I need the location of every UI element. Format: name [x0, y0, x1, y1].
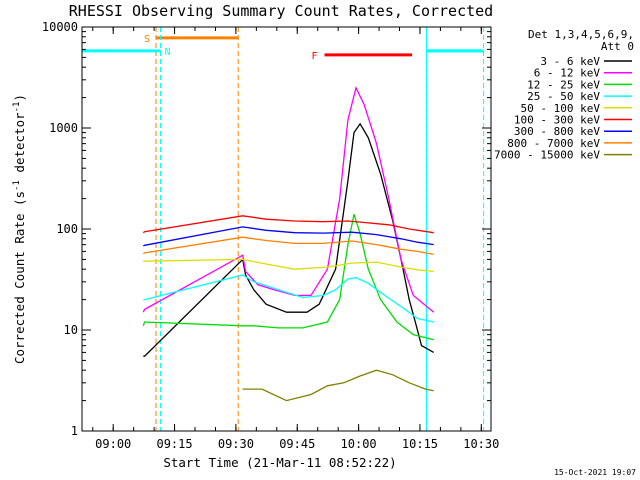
y-axis-label: Corrected Count Rate (s-1 detector-1) — [12, 94, 27, 364]
series-line-4 — [143, 258, 434, 273]
series-line-2 — [142, 214, 434, 341]
legend-entry-label: 100 - 300 keV — [514, 114, 600, 127]
plot-area: S N F — [82, 27, 485, 431]
series-line-7 — [142, 236, 434, 256]
series-line-5 — [142, 215, 434, 234]
chart-title: RHESSI Observing Summary Count Rates, Co… — [69, 2, 493, 20]
legend-entry-label: 7000 - 15000 keV — [494, 149, 600, 162]
timestamp: 15-Oct-2021 19:07 — [554, 468, 636, 477]
y-tick-label: 10000 — [42, 20, 78, 34]
y-tick-label: 100 — [56, 222, 78, 236]
series-line-6 — [143, 226, 434, 247]
flare-marker-label: F — [312, 51, 318, 62]
series-line-0 — [143, 122, 435, 357]
y-axis: 1 10 100 1000 10000 — [42, 20, 491, 438]
series-line-3 — [143, 274, 434, 323]
y-tick-label: 10 — [64, 323, 78, 337]
legend-entry-label: 800 - 7000 keV — [507, 137, 600, 150]
plot-frame — [81, 26, 492, 432]
series-line-1 — [142, 85, 435, 313]
legend-entry-label: 25 - 50 keV — [527, 90, 600, 103]
x-tick-label: 10:15 — [402, 437, 438, 451]
x-axis: 09:00 09:15 09:30 09:45 10:00 10:15 10:30 — [92, 27, 499, 451]
y-tick-label: 1 — [71, 424, 78, 438]
legend-entry-label: 50 - 100 keV — [521, 102, 601, 115]
legend-entry-label: 3 - 6 keV — [540, 55, 600, 68]
legend-header: Att 0 — [601, 40, 634, 53]
legend-entry-label: 12 - 25 keV — [527, 78, 600, 91]
x-axis-label: Start Time (21-Mar-11 08:52:22) — [163, 455, 396, 470]
orbit-marker-label: S — [144, 34, 150, 45]
x-tick-label: 09:15 — [156, 437, 192, 451]
legend-entry-label: 300 - 800 keV — [514, 125, 600, 138]
x-tick-label: 09:00 — [95, 437, 131, 451]
series-line-8 — [242, 369, 434, 402]
legend-header: Det 1,3,4,5,6,9, — [528, 28, 634, 41]
y-tick-label: 1000 — [49, 121, 78, 135]
x-tick-label: 09:45 — [279, 437, 315, 451]
orbit-marker-label: N — [165, 47, 171, 58]
legend-entry-label: 6 - 12 keV — [534, 67, 601, 80]
x-tick-label: 09:30 — [218, 437, 254, 451]
x-tick-label: 10:00 — [341, 437, 377, 451]
x-tick-label: 10:30 — [463, 437, 499, 451]
